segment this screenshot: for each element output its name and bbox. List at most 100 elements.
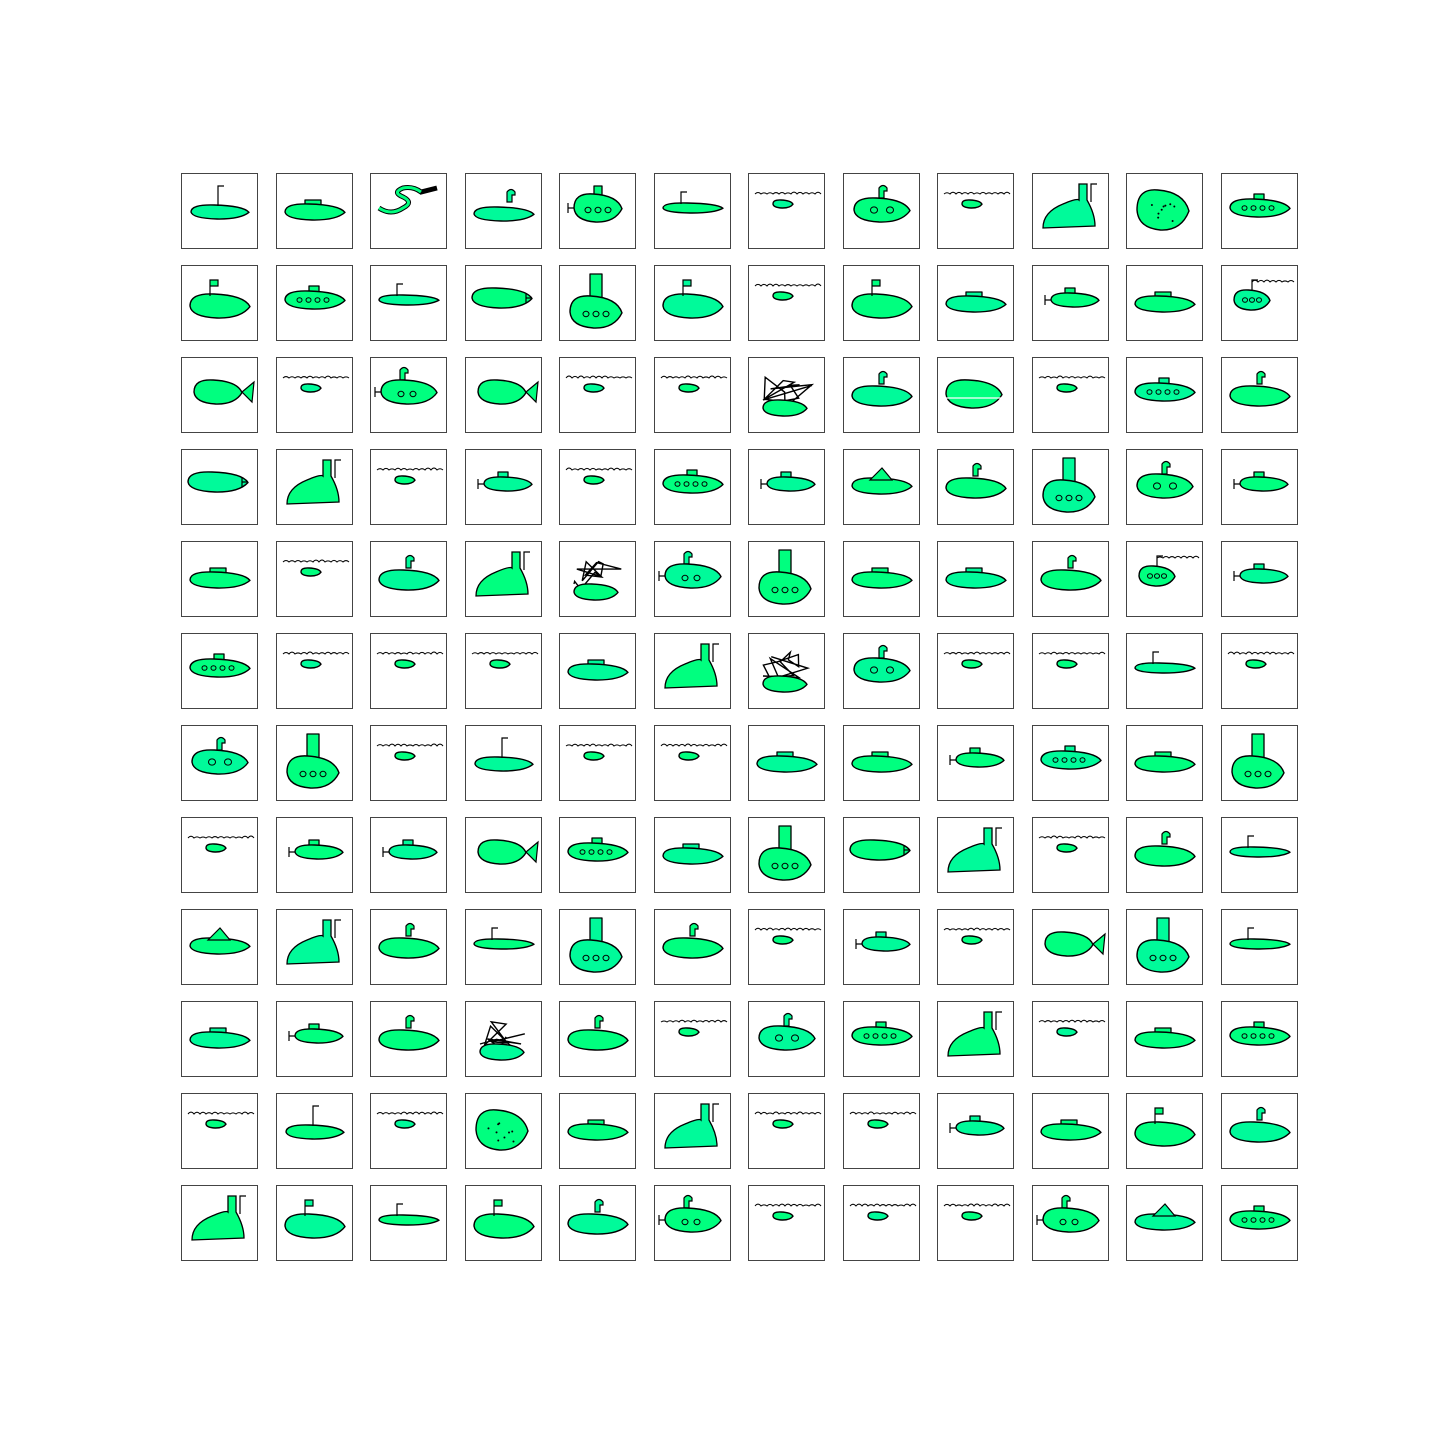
porthole bbox=[1241, 297, 1248, 303]
hull bbox=[394, 751, 416, 761]
submarine-drawing bbox=[374, 366, 438, 405]
periscope bbox=[239, 1195, 246, 1214]
porthole bbox=[1173, 389, 1180, 395]
submarine-drawing bbox=[285, 733, 340, 789]
doodle-cell bbox=[1220, 449, 1298, 525]
doodle-cell bbox=[1220, 357, 1298, 433]
doodle-cell bbox=[559, 173, 636, 249]
doodle-cell bbox=[842, 449, 920, 525]
submarine-drawing bbox=[285, 919, 341, 965]
periscope bbox=[333, 919, 341, 938]
submarine-drawing bbox=[565, 467, 633, 485]
submarine-drawing bbox=[1038, 375, 1105, 393]
doodle-cell bbox=[653, 1093, 731, 1169]
hull bbox=[850, 385, 913, 407]
doodle-cell bbox=[181, 541, 258, 617]
hull bbox=[378, 937, 440, 959]
hull bbox=[961, 659, 983, 669]
hull bbox=[758, 571, 812, 605]
submarine-drawing bbox=[473, 737, 534, 772]
submarine-drawing bbox=[378, 283, 440, 306]
periscope-curl bbox=[594, 1198, 604, 1213]
doodle-cell bbox=[181, 817, 258, 893]
doodle-cell bbox=[842, 725, 920, 801]
submarine-drawing bbox=[760, 471, 816, 492]
porthole bbox=[597, 849, 604, 855]
porthole bbox=[409, 390, 417, 398]
doodle-cell bbox=[1220, 633, 1298, 709]
doodle-cell bbox=[937, 265, 1014, 341]
hull bbox=[1228, 846, 1291, 858]
porthole bbox=[692, 481, 698, 487]
doodle-cell bbox=[748, 449, 825, 525]
porthole bbox=[885, 666, 894, 674]
porthole bbox=[314, 297, 320, 303]
hull bbox=[284, 1124, 345, 1140]
submarine-drawing bbox=[943, 1203, 1011, 1221]
submarine-drawing bbox=[573, 560, 622, 601]
porthole bbox=[781, 862, 789, 870]
submarine-drawing bbox=[472, 188, 535, 222]
submarine-drawing bbox=[756, 751, 818, 773]
submarine-drawing bbox=[1134, 1203, 1196, 1231]
submarine-drawing bbox=[282, 559, 349, 577]
water-line bbox=[282, 559, 349, 563]
hull bbox=[189, 937, 251, 955]
submarine-drawing bbox=[565, 375, 633, 393]
doodle-cell bbox=[1126, 817, 1203, 893]
periscope bbox=[711, 1103, 719, 1122]
doodle-cell bbox=[370, 357, 447, 433]
porthole bbox=[1159, 954, 1167, 962]
doodle-cell bbox=[1220, 1001, 1298, 1077]
periscope-curl bbox=[682, 550, 693, 565]
doodle-cell bbox=[1126, 909, 1203, 985]
doodle-cell bbox=[748, 265, 825, 341]
doodle-cell bbox=[1220, 265, 1298, 341]
submarine-drawing bbox=[376, 1111, 444, 1129]
hull bbox=[1134, 295, 1196, 313]
submarine-drawing bbox=[567, 837, 629, 862]
doodle-cell bbox=[842, 357, 920, 433]
hull bbox=[663, 1207, 722, 1233]
scribble bbox=[762, 650, 811, 681]
submarine-drawing bbox=[472, 927, 535, 950]
dot bbox=[510, 1130, 513, 1133]
doodle-cell bbox=[842, 173, 920, 249]
doodle-cell bbox=[370, 541, 447, 617]
doodle-cell bbox=[1126, 633, 1203, 709]
doodle-cell bbox=[1031, 725, 1109, 801]
water-line bbox=[1038, 835, 1105, 839]
hull bbox=[756, 755, 818, 773]
hull bbox=[663, 643, 718, 689]
porthole bbox=[1061, 757, 1067, 763]
hull bbox=[758, 847, 812, 881]
hull bbox=[1055, 843, 1078, 853]
porthole bbox=[771, 586, 779, 594]
doodle-cell bbox=[275, 1093, 353, 1169]
doodle-cell bbox=[181, 357, 258, 433]
hull bbox=[573, 193, 623, 223]
hull bbox=[772, 935, 794, 945]
propeller bbox=[657, 1215, 665, 1225]
submarine-drawing bbox=[660, 375, 727, 393]
periscope-curl bbox=[399, 366, 409, 381]
hull bbox=[955, 1120, 1005, 1136]
submarine-drawing bbox=[661, 191, 724, 214]
hull bbox=[488, 659, 511, 669]
doodle-cell bbox=[181, 725, 258, 801]
flag bbox=[870, 279, 881, 296]
submarine-drawing bbox=[849, 1111, 916, 1129]
submarine-drawing bbox=[1039, 745, 1102, 770]
porthole bbox=[228, 665, 235, 671]
hull bbox=[189, 571, 251, 589]
porthole bbox=[1169, 954, 1177, 962]
submarine-drawing bbox=[474, 1109, 529, 1151]
water-line bbox=[1227, 651, 1294, 655]
periscope-curl bbox=[1161, 830, 1171, 845]
hull bbox=[380, 379, 438, 405]
hull bbox=[1049, 292, 1100, 308]
periscope bbox=[333, 459, 341, 478]
doodle-cell bbox=[1031, 449, 1109, 525]
flag bbox=[1154, 1107, 1164, 1124]
doodle-cell bbox=[1126, 541, 1203, 617]
